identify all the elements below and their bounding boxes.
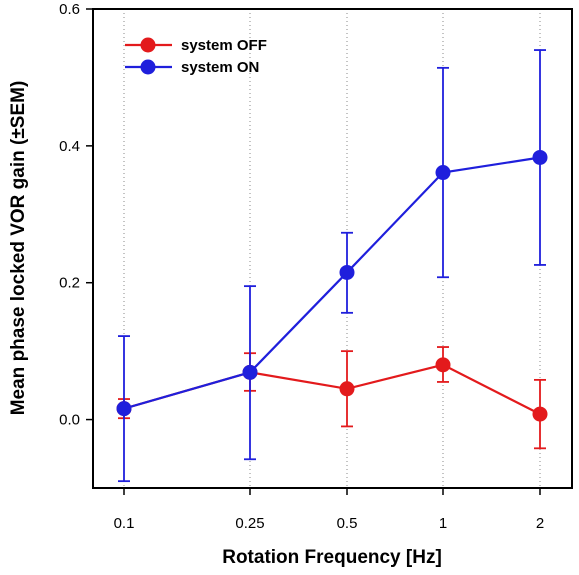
data-point (532, 149, 548, 165)
y-tick-label: 0.4 (59, 138, 80, 155)
series-line (123, 363, 541, 416)
data-point (532, 406, 548, 422)
data-point (116, 401, 132, 417)
y-axis-title: Mean phase locked VOR gain (±SEM) (8, 81, 29, 416)
data-point (435, 357, 451, 373)
axes: 0.1 0.25 0.5 1 2 0.0 0.2 0.4 0.6 (59, 1, 544, 532)
series (116, 49, 548, 483)
x-tick-label: 0.1 (114, 515, 135, 532)
legend-marker (140, 59, 156, 75)
x-tick-label: 1 (439, 515, 447, 532)
x-tick-label: 0.25 (235, 515, 264, 532)
series-system-on (116, 49, 548, 483)
series-line (123, 156, 541, 410)
legend-item-system-on: system ON (125, 59, 259, 76)
data-point (339, 381, 355, 397)
legend: system OFF system ON (125, 37, 267, 76)
legend-label: system OFF (181, 37, 267, 54)
x-axis-title: Rotation Frequency [Hz] (222, 547, 442, 568)
y-tick-label: 0.6 (59, 1, 80, 18)
y-tick-label: 0.2 (59, 275, 80, 292)
data-point (339, 264, 355, 280)
plot-frame (92, 8, 573, 489)
grid-lines (123, 9, 541, 488)
legend-marker (140, 37, 156, 53)
series-system-off (116, 346, 548, 450)
x-tick-label: 0.5 (337, 515, 358, 532)
data-point (242, 364, 258, 380)
y-tick-label: 0.0 (59, 412, 80, 429)
legend-label: system ON (181, 59, 259, 76)
legend-item-system-off: system OFF (125, 37, 267, 54)
data-point (435, 165, 451, 181)
x-tick-label: 2 (536, 515, 544, 532)
